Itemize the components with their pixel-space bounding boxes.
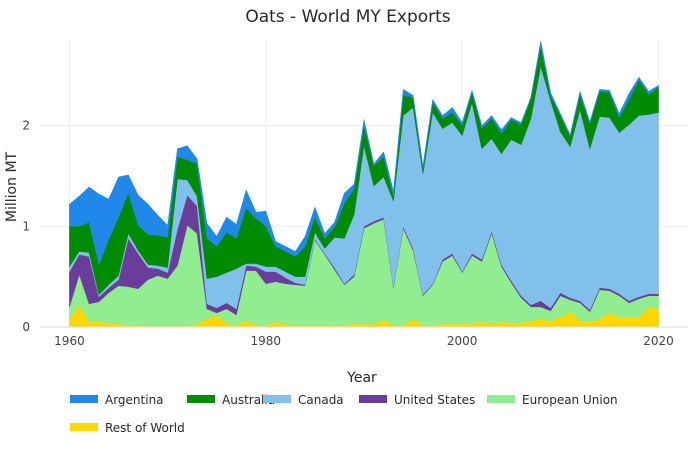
area-series-group [40, 40, 688, 328]
legend-item-canada[interactable]: Canada [263, 393, 344, 407]
legend-label: Argentina [105, 393, 164, 407]
x-tick-label: 2000 [447, 334, 478, 348]
legend-swatch [70, 395, 98, 403]
legend-item-united-states[interactable]: United States [359, 393, 475, 407]
legend-label: European Union [522, 393, 618, 407]
y-tick-label: 1 [22, 219, 30, 233]
y-axis-title: Million MT [4, 151, 20, 222]
x-tick-label: 2020 [643, 334, 674, 348]
legend-item-rest-of-world[interactable]: Rest of World [70, 421, 185, 435]
legend: Argentina Australia Canada United States Eur… [70, 393, 618, 435]
legend-label: Australia [222, 393, 275, 407]
y-tick-label: 2 [22, 119, 30, 133]
legend-label: United States [394, 393, 475, 407]
legend-swatch [359, 395, 387, 403]
legend-label: Canada [298, 393, 344, 407]
chart-title: Oats - World MY Exports [245, 7, 450, 27]
legend-item-argentina[interactable]: Argentina [70, 393, 164, 407]
legend-swatch [187, 395, 215, 403]
legend-item-european-union[interactable]: European Union [487, 393, 618, 407]
legend-item-australia[interactable]: Australia [187, 393, 275, 407]
legend-label: Rest of World [105, 421, 185, 435]
x-axis-title: Year [346, 370, 377, 386]
x-tick-label: 1980 [251, 334, 282, 348]
legend-swatch [487, 395, 515, 403]
x-tick-label: 1960 [54, 334, 85, 348]
area-series-argentina [69, 40, 659, 266]
y-tick-label: 0 [22, 320, 30, 334]
legend-swatch [70, 423, 98, 431]
legend-swatch [263, 395, 291, 403]
tick-labels: 1960 1980 2000 2020 0 1 2 [22, 119, 673, 348]
